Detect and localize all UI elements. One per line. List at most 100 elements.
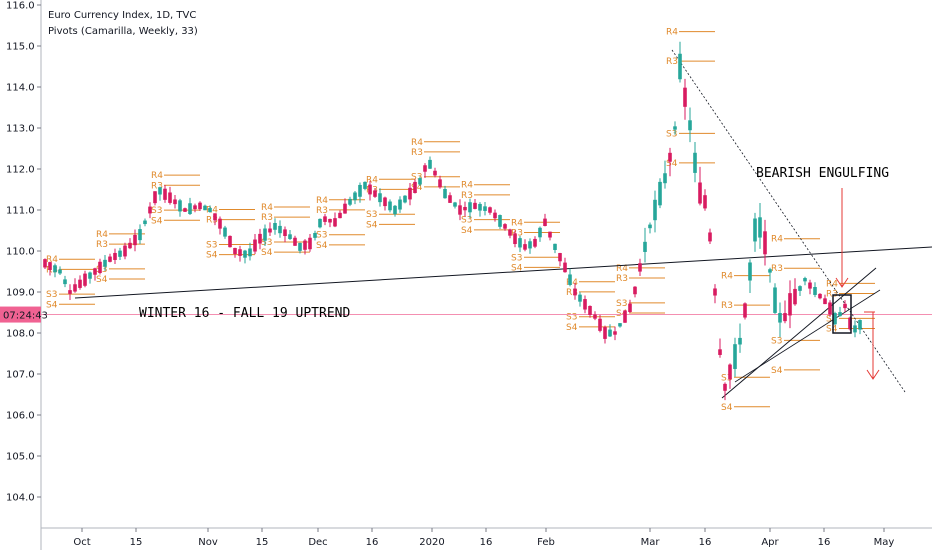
- candle-body: [368, 184, 372, 195]
- candle-body: [543, 218, 547, 226]
- candle-body: [463, 206, 467, 211]
- candle-body: [188, 203, 192, 215]
- candles: [43, 41, 862, 401]
- pivot-label: R4: [771, 235, 783, 245]
- price-tag-bg: [0, 306, 41, 323]
- candle-body: [793, 288, 797, 305]
- rising-support-line: [721, 267, 877, 399]
- pivot-label: S3: [826, 314, 837, 324]
- pivot-label: S4: [46, 300, 58, 310]
- y-tick-label: 105.0: [6, 452, 35, 463]
- candle-body: [218, 218, 222, 229]
- candle-body: [393, 205, 397, 215]
- candle-body: [68, 290, 72, 294]
- candle-body: [438, 179, 442, 188]
- candle-body: [723, 383, 727, 391]
- y-tick-label: 116.0: [6, 1, 35, 12]
- candle-body: [738, 337, 742, 345]
- pivot-label: R3: [261, 213, 273, 223]
- candle-body: [503, 224, 507, 229]
- candle-body: [128, 242, 132, 249]
- pivot-label: R4: [411, 138, 423, 148]
- candle-body: [613, 331, 617, 335]
- candle-body: [858, 320, 862, 330]
- candle-body: [798, 286, 802, 291]
- pivot-label: S4: [366, 220, 378, 230]
- pivot-label: S3: [411, 173, 422, 183]
- pivot-label: S4: [511, 263, 523, 273]
- candle-body: [313, 232, 317, 238]
- downtrend-line: [671, 49, 906, 393]
- candle-body: [648, 224, 652, 229]
- pivot-label: S3: [261, 238, 272, 248]
- pivot-label: S3: [616, 299, 627, 309]
- candle-body: [138, 229, 142, 241]
- pivot-label: S3: [151, 206, 162, 216]
- candle-body: [243, 250, 247, 258]
- candle-body: [443, 188, 447, 199]
- candle-body: [258, 233, 262, 244]
- candle-body: [233, 247, 237, 255]
- pivot-label: S4: [151, 216, 163, 226]
- candle-body: [263, 228, 267, 241]
- candle-body: [593, 314, 597, 319]
- pivot-label: R3: [411, 148, 423, 158]
- candle-body: [378, 193, 382, 203]
- candle-body: [183, 208, 187, 212]
- candle-body: [768, 269, 772, 273]
- candle-body: [78, 279, 82, 288]
- x-tick-label: Mar: [641, 537, 661, 548]
- candle-body: [418, 178, 422, 185]
- pivot-label: S3: [366, 210, 377, 220]
- engulfing-box: [832, 294, 852, 334]
- candle-body: [373, 190, 377, 197]
- annotations: WINTER 16 - FALL 19 UPTREND BEARISH ENGUL…: [139, 166, 889, 380]
- chart-header: Euro Currency Index, 1D, TVC Pivots (Cam…: [48, 8, 198, 40]
- candle-body: [703, 195, 707, 209]
- candle-body: [573, 288, 577, 296]
- candle-body: [528, 241, 532, 249]
- pivot-label: S3: [771, 336, 782, 346]
- candle-body: [783, 313, 787, 322]
- candle-body: [193, 205, 197, 210]
- candle-body: [823, 298, 827, 305]
- candle-body: [483, 206, 487, 211]
- arrow-down-head: [835, 277, 849, 288]
- candle-body: [708, 232, 712, 242]
- candle-body: [63, 279, 67, 285]
- candle-body: [143, 220, 147, 225]
- candle-body: [423, 165, 427, 172]
- pivot-label: S4: [316, 241, 328, 251]
- pivot-label: S3: [666, 129, 677, 139]
- candle-body: [688, 120, 692, 131]
- candle-body: [48, 262, 52, 270]
- candle-body: [118, 250, 122, 257]
- candle-body: [558, 253, 562, 262]
- candle-body: [43, 259, 47, 268]
- symbol-title[interactable]: Euro Currency Index, 1D, TVC: [48, 10, 197, 21]
- candle-body: [178, 200, 182, 212]
- pivot-label: R3: [666, 57, 678, 67]
- candle-body: [93, 268, 97, 275]
- candle-body: [608, 329, 612, 337]
- candle-body: [828, 302, 832, 315]
- candle-body: [763, 231, 767, 255]
- candle-body: [158, 187, 162, 195]
- candle-body: [843, 303, 847, 309]
- candle-body: [428, 159, 432, 169]
- pivot-label: R4: [46, 255, 58, 265]
- pivot-label: R3: [96, 240, 108, 250]
- candle-body: [408, 187, 412, 200]
- candle-body: [628, 303, 632, 313]
- candle-body: [328, 218, 332, 223]
- pivot-label: S3: [461, 216, 472, 226]
- candle-body: [643, 241, 647, 252]
- pivot-label: R4: [566, 278, 578, 288]
- candle-body: [388, 201, 392, 211]
- candle-body: [363, 181, 367, 189]
- indicator-label[interactable]: Pivots (Camarilla, Weekly, 33): [48, 26, 198, 37]
- candle-body: [668, 152, 672, 162]
- candle-body: [163, 188, 167, 200]
- candle-body: [488, 207, 492, 213]
